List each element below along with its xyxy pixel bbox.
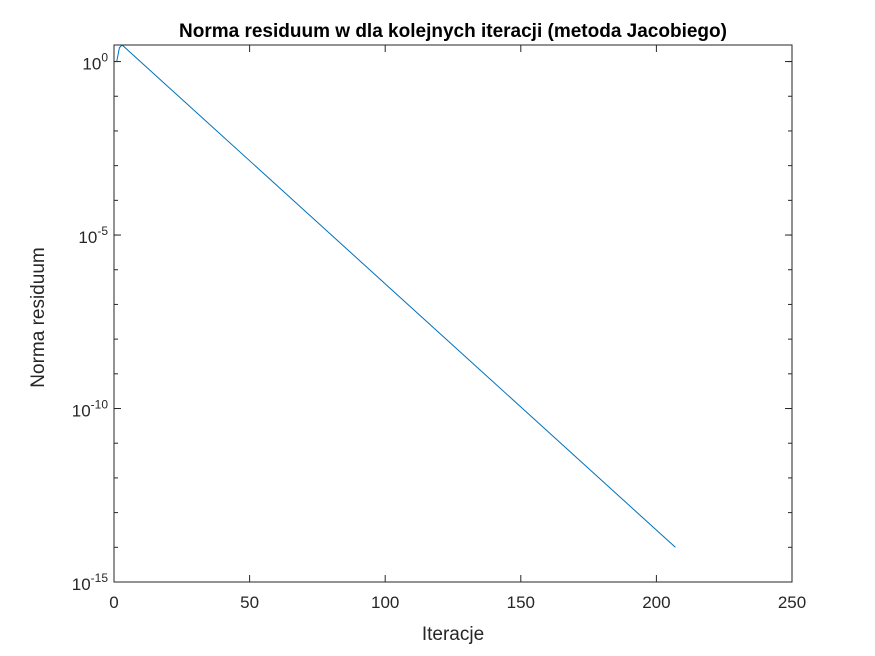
- x-tick-label: 200: [642, 593, 670, 612]
- y-axis-label: Norma residuum: [28, 247, 49, 387]
- x-tick-label: 0: [109, 593, 118, 612]
- x-axis-label: Iteracje: [422, 624, 484, 645]
- y-tick-label: 10-10: [72, 398, 109, 421]
- y-tick-label: 10-15: [72, 571, 109, 594]
- x-tick-label: 100: [371, 593, 399, 612]
- y-tick-label: 100: [82, 51, 108, 74]
- plot-frame: [113, 44, 793, 583]
- x-tick-label: 50: [240, 593, 259, 612]
- y-tick-label: 10-5: [78, 224, 108, 247]
- series-line-0: [116, 45, 676, 548]
- x-tick-label: 150: [507, 593, 535, 612]
- plot-area: [114, 45, 792, 582]
- tick-labels: 0 50 100 150 200 250 100 10-5 10-10 10-15: [72, 51, 806, 612]
- series-layer: [116, 45, 676, 548]
- chart-title: Norma residuum w dla kolejnych iteracji …: [179, 21, 727, 42]
- x-tick-label: 250: [778, 593, 806, 612]
